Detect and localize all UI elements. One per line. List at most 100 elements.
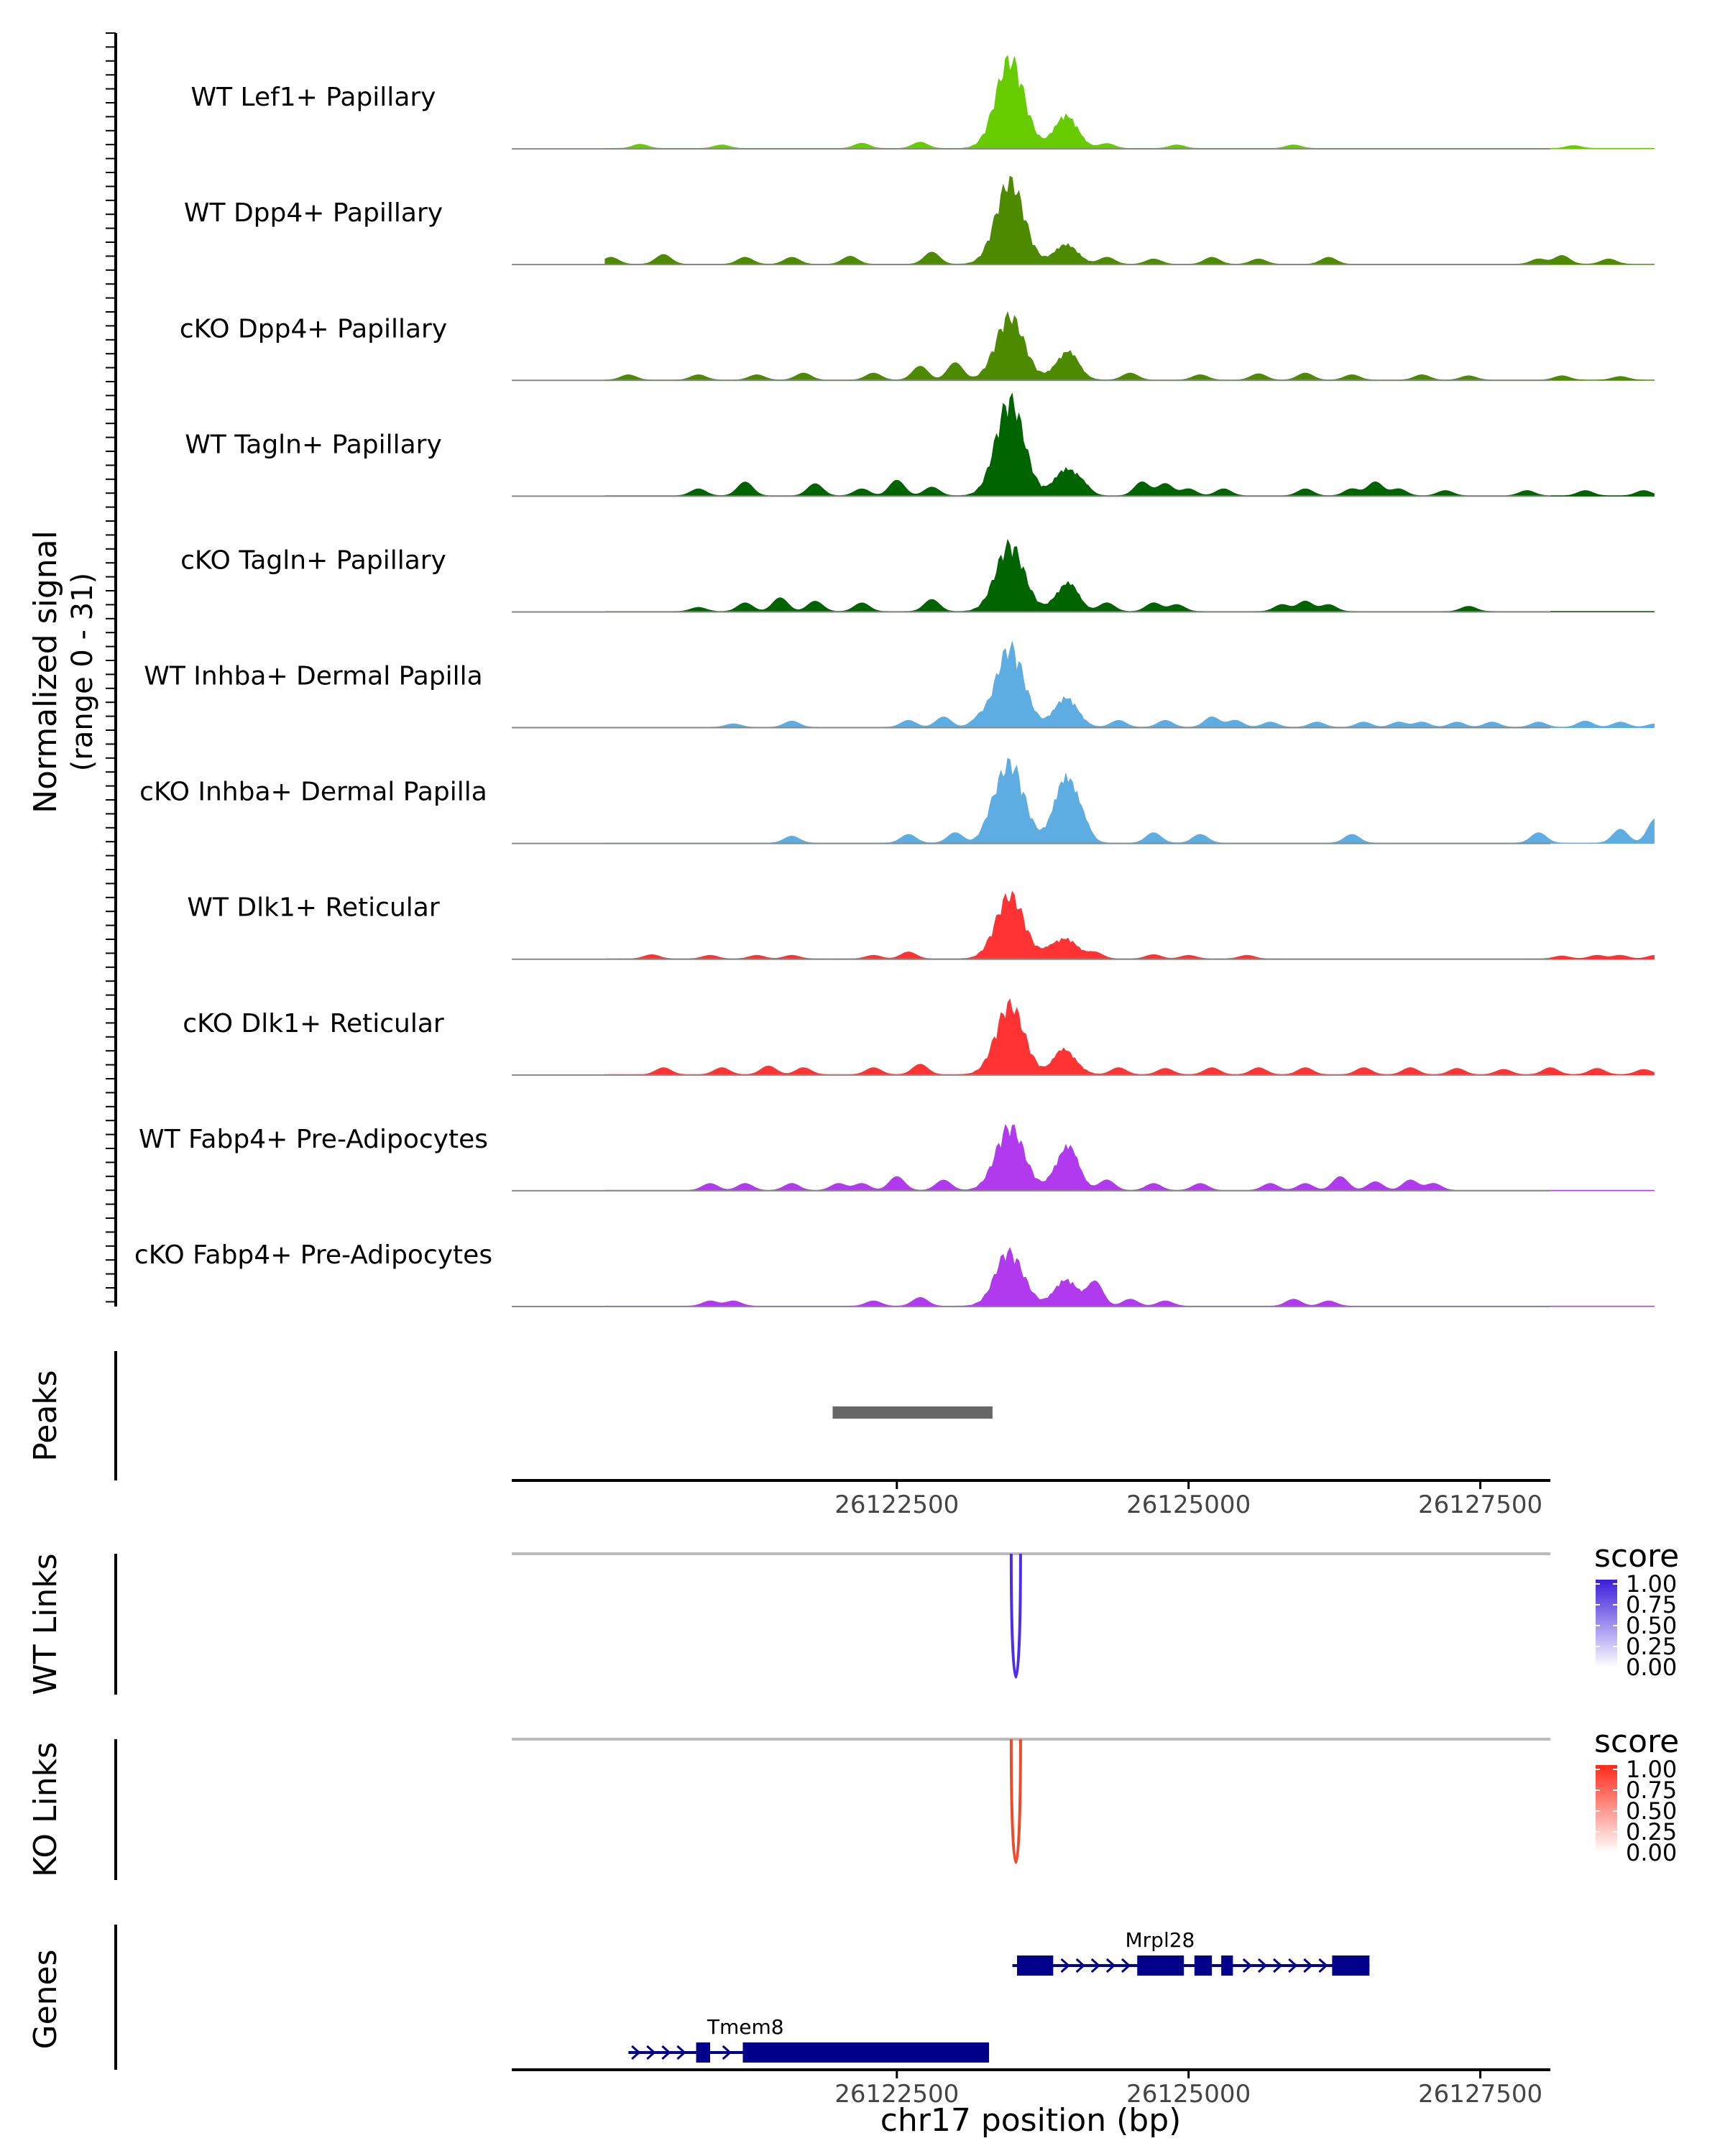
coverage-area — [604, 175, 1655, 265]
legend-tick-label: 0.75 — [1626, 1777, 1677, 1804]
legend-title: score — [1594, 1723, 1679, 1760]
gene-tmem8: Tmem8 — [628, 2015, 990, 2063]
strand-chevron — [661, 2045, 671, 2060]
coverage-area — [604, 757, 1655, 844]
track-label: cKO Dlk1+ Reticular — [183, 1009, 444, 1038]
gene-name: Mrpl28 — [1126, 1928, 1195, 1952]
coverage-area — [604, 392, 1655, 497]
coverage-area — [604, 640, 1655, 729]
strand-chevron — [1242, 1958, 1253, 1973]
gene-exon — [1332, 1955, 1370, 1976]
legend-tick-label: 1.00 — [1626, 1570, 1677, 1598]
coverage-y-title: Normalized signal — [27, 530, 64, 814]
genes-panel: Genes Mrpl28 Tmem8 26122500 26125000 261275… — [27, 1925, 1550, 2139]
strand-chevron — [646, 2045, 656, 2060]
genes-label: Genes — [27, 1949, 64, 2049]
x-tick-label: 26125000 — [1126, 1491, 1251, 1519]
strand-chevron — [1075, 1958, 1085, 1973]
gene-exon — [1194, 1955, 1213, 1976]
track-2: WT Dpp4+ Papillary — [184, 175, 1655, 266]
gene-exon — [696, 2042, 711, 2063]
legend-tick-label: 0.25 — [1626, 1818, 1677, 1846]
x-tick-label: 26122500 — [834, 2080, 959, 2109]
position-axis-top: 26122500 26125000 26127500 — [834, 1480, 1542, 1519]
strand-chevron — [1060, 1958, 1070, 1973]
track-11: cKO Fabp4+ Pre-Adipocytes — [134, 1240, 1655, 1307]
coverage-y-ticks — [106, 32, 116, 1303]
legend-tick-label: 0.50 — [1626, 1612, 1677, 1639]
track-label: WT Tagln+ Papillary — [185, 430, 442, 459]
peak-bars — [832, 1406, 993, 1419]
track-label: WT Inhba+ Dermal Papilla — [144, 662, 482, 691]
track-label: WT Fabp4+ Pre-Adipocytes — [139, 1125, 488, 1154]
track-6: WT Inhba+ Dermal Papilla — [144, 640, 1655, 729]
gene-mrpl28: Mrpl28 — [1012, 1928, 1370, 1976]
gene-name: Tmem8 — [707, 2015, 784, 2039]
strand-chevron — [1257, 1958, 1268, 1973]
coverage-area — [604, 890, 1655, 960]
legend-tick-label: 0.00 — [1626, 1839, 1677, 1866]
links-label: KO Links — [27, 1742, 64, 1877]
gene-exon — [1017, 1955, 1054, 1976]
gene-models: Mrpl28 Tmem8 — [628, 1928, 1370, 2063]
track-label: cKO Fabp4+ Pre-Adipocytes — [134, 1240, 492, 1270]
strand-chevron — [1090, 1958, 1101, 1973]
x-tick-label: 26127500 — [1418, 1491, 1542, 1519]
peak-bar — [832, 1406, 993, 1419]
strand-chevron — [1303, 1958, 1313, 1973]
links-label: WT Links — [27, 1553, 64, 1695]
legend-tick-label: 0.25 — [1626, 1633, 1677, 1660]
legend-tick-label: 1.00 — [1626, 1756, 1677, 1783]
strand-chevron — [676, 2045, 686, 2060]
track-1: WT Lef1+ Papillary — [191, 55, 1655, 150]
track-8: WT Dlk1+ Reticular — [187, 890, 1655, 960]
track-4: WT Tagln+ Papillary — [185, 392, 1655, 497]
strand-chevron — [1121, 1958, 1131, 1973]
x-axis-title: chr17 position (bp) — [880, 2102, 1182, 2139]
coverage-area — [604, 1123, 1655, 1192]
coverage-area — [604, 998, 1655, 1076]
x-tick-label: 26125000 — [1126, 2080, 1251, 2109]
track-5: cKO Tagln+ Papillary — [180, 538, 1655, 613]
coverage-track-list: WT Lef1+ Papillary WT Dpp4+ Papillary cKO … — [134, 55, 1655, 1307]
gene-exon — [1137, 1955, 1184, 1976]
peaks-label: Peaks — [27, 1370, 64, 1461]
track-label: cKO Tagln+ Papillary — [180, 545, 446, 575]
strand-chevron — [1105, 1958, 1116, 1973]
track-3: cKO Dpp4+ Papillary — [180, 310, 1655, 382]
coverage-area — [604, 1247, 1655, 1307]
strand-chevron — [722, 2045, 732, 2060]
x-tick-label: 26127500 — [1418, 2080, 1542, 2109]
track-label: WT Lef1+ Papillary — [191, 83, 436, 112]
gene-exon — [1221, 1955, 1233, 1976]
coverage-area — [604, 55, 1655, 149]
coverage-area — [604, 310, 1655, 381]
legend-colorbar — [1596, 1580, 1617, 1667]
link-arc — [1009, 1553, 1022, 1679]
strand-chevron — [1318, 1958, 1328, 1973]
strand-chevron — [631, 2045, 641, 2060]
coverage-area — [604, 538, 1655, 612]
track-label: cKO Inhba+ Dermal Papilla — [139, 778, 487, 807]
track-7: cKO Inhba+ Dermal Papilla — [139, 757, 1655, 844]
peaks-panel: Peaks 26122500 26125000 26127500 — [27, 1351, 1550, 1519]
legend-colorbar — [1596, 1765, 1617, 1853]
track-9: cKO Dlk1+ Reticular — [183, 998, 1655, 1076]
track-label: WT Dpp4+ Papillary — [184, 198, 443, 228]
track-label: cKO Dpp4+ Papillary — [180, 314, 447, 344]
legend-title: score — [1594, 1538, 1679, 1575]
gene-exon — [742, 2042, 990, 2063]
strand-chevron — [1273, 1958, 1283, 1973]
coverage-y-range: (range 0 - 31) — [66, 573, 99, 771]
position-axis-bottom: 26122500 26125000 26127500 — [834, 2070, 1542, 2109]
coverage-tracks: Normalized signal (range 0 - 31) WT Lef1… — [27, 32, 1655, 1307]
track-10: WT Fabp4+ Pre-Adipocytes — [139, 1123, 1655, 1192]
legend-tick-label: 0.50 — [1626, 1797, 1677, 1825]
track-label: WT Dlk1+ Reticular — [187, 893, 439, 923]
x-tick-label: 26122500 — [834, 1491, 959, 1519]
strand-chevron — [1288, 1958, 1298, 1973]
